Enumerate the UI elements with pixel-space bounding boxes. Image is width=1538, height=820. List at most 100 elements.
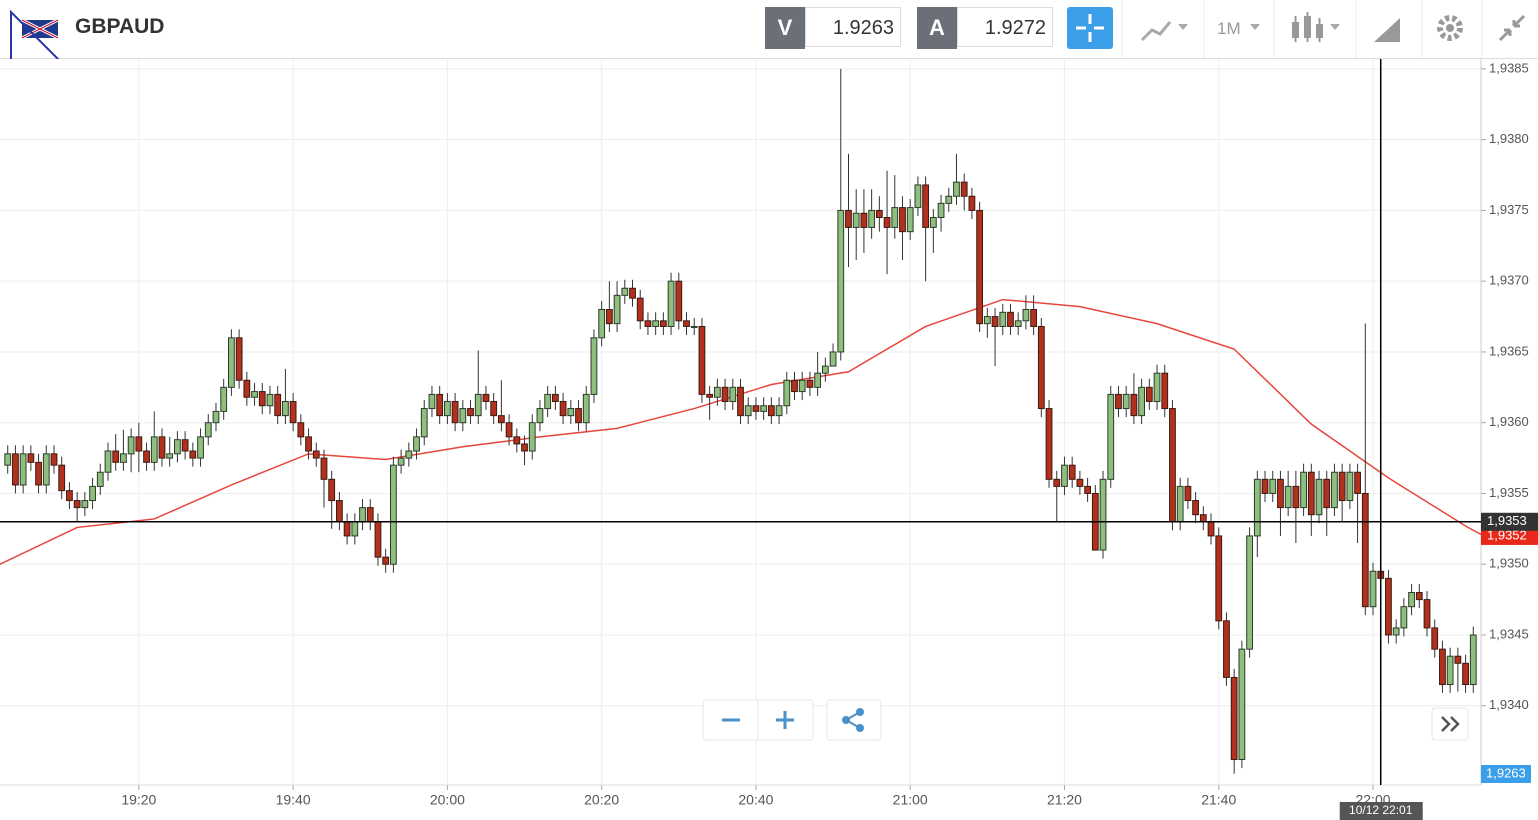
candle-body bbox=[767, 405, 775, 417]
chart-bg bbox=[0, 59, 1538, 820]
candle-body bbox=[1115, 393, 1122, 410]
candle-body bbox=[544, 393, 552, 410]
bid-price[interactable]: 1.9263 bbox=[805, 7, 901, 47]
candle-body bbox=[1454, 655, 1462, 664]
candle-body bbox=[135, 436, 143, 452]
candle-body bbox=[1446, 655, 1454, 686]
dropdown-arrow bbox=[1178, 24, 1188, 30]
candle-body bbox=[945, 195, 953, 204]
candle-body bbox=[1277, 478, 1284, 509]
candle-body bbox=[1269, 478, 1277, 494]
ask-price[interactable]: 1.9272 bbox=[957, 7, 1053, 47]
candle-body bbox=[428, 393, 436, 410]
candle-body bbox=[228, 337, 235, 388]
crosshair-price-label: 1,9353 bbox=[1487, 513, 1527, 528]
candle-body bbox=[1207, 521, 1215, 537]
candle-body bbox=[829, 351, 837, 367]
flag-cross bbox=[21, 19, 59, 39]
candle-body bbox=[258, 391, 266, 407]
candle-body bbox=[621, 287, 629, 296]
ask-label[interactable]: A bbox=[917, 7, 957, 49]
candle-body bbox=[181, 439, 189, 452]
candle-body bbox=[698, 325, 706, 395]
candle-body bbox=[860, 212, 868, 228]
candle-body bbox=[737, 386, 744, 417]
candle-body bbox=[1007, 311, 1014, 327]
candle-body bbox=[536, 408, 544, 424]
candle-body bbox=[729, 386, 737, 402]
settings-button[interactable] bbox=[1437, 15, 1463, 41]
candle-body bbox=[1076, 478, 1084, 487]
candle-body bbox=[27, 453, 35, 463]
candle-body bbox=[1068, 464, 1076, 480]
candle-body bbox=[814, 372, 822, 388]
candle-body bbox=[297, 422, 305, 438]
candle-body bbox=[474, 393, 482, 417]
candle-body bbox=[174, 439, 181, 455]
candle-body bbox=[73, 500, 81, 509]
share-button[interactable] bbox=[842, 708, 864, 732]
bid-label[interactable]: V bbox=[765, 7, 805, 49]
crosshair-button[interactable] bbox=[1067, 7, 1113, 49]
zoom-in-button[interactable] bbox=[776, 711, 794, 729]
candle-body bbox=[166, 453, 174, 459]
candle-body bbox=[1153, 372, 1161, 402]
candle-body bbox=[1361, 492, 1369, 608]
candle-body bbox=[806, 379, 814, 388]
candle-body bbox=[1261, 478, 1269, 494]
candle-body bbox=[389, 464, 397, 565]
candle-body bbox=[89, 485, 96, 502]
candle-body bbox=[1369, 570, 1377, 608]
candle-body bbox=[1169, 408, 1176, 523]
candle-button[interactable] bbox=[1292, 12, 1323, 42]
candle-body bbox=[397, 457, 405, 466]
candle-body bbox=[459, 408, 467, 424]
candle-body bbox=[490, 400, 498, 417]
candle-body bbox=[567, 408, 575, 417]
candle-body bbox=[791, 379, 798, 393]
candle-body bbox=[636, 297, 644, 322]
x-tick-label: 20:40 bbox=[738, 792, 773, 808]
candle-body bbox=[551, 393, 559, 402]
candle-body bbox=[899, 207, 906, 233]
candle-body bbox=[1215, 535, 1223, 622]
candle-body bbox=[104, 450, 112, 473]
candle-body bbox=[752, 405, 760, 412]
candle-body bbox=[1385, 577, 1392, 636]
timeframe[interactable]: 1M bbox=[1217, 19, 1241, 38]
symbol[interactable]: GBPAUD bbox=[75, 15, 165, 38]
candle-body bbox=[883, 217, 891, 228]
candle-body bbox=[783, 379, 791, 407]
candle-body bbox=[12, 453, 19, 486]
candle-body bbox=[1061, 464, 1068, 487]
candle-body bbox=[343, 521, 351, 537]
candle-body bbox=[482, 393, 490, 402]
candle-body bbox=[852, 212, 860, 228]
candle-body bbox=[405, 450, 413, 459]
candle-body bbox=[914, 184, 922, 209]
candle-body bbox=[1176, 485, 1184, 523]
candle-body bbox=[112, 450, 120, 463]
candle-body bbox=[875, 209, 883, 219]
collapse-button[interactable] bbox=[1498, 14, 1526, 42]
candle-body bbox=[50, 453, 58, 466]
candle-body bbox=[1292, 485, 1300, 509]
candle-body bbox=[150, 436, 158, 463]
candle-body bbox=[451, 400, 459, 424]
chart-type-button[interactable] bbox=[1140, 21, 1172, 42]
candle-body bbox=[821, 365, 829, 374]
candle-body bbox=[1462, 662, 1469, 686]
candle-body bbox=[667, 280, 675, 327]
candle-body bbox=[1331, 471, 1338, 509]
y-tick-label: 1,9375 bbox=[1489, 202, 1529, 217]
candle-body bbox=[158, 436, 166, 459]
candle-body bbox=[644, 320, 652, 327]
candle-body bbox=[999, 311, 1007, 327]
candle-body bbox=[1184, 485, 1192, 502]
candle-body bbox=[868, 209, 876, 228]
candle-body bbox=[282, 400, 289, 417]
candle-body bbox=[1346, 471, 1354, 502]
candle-body bbox=[1338, 471, 1346, 502]
candle-body bbox=[891, 207, 899, 228]
drawing-button[interactable] bbox=[1374, 18, 1400, 42]
